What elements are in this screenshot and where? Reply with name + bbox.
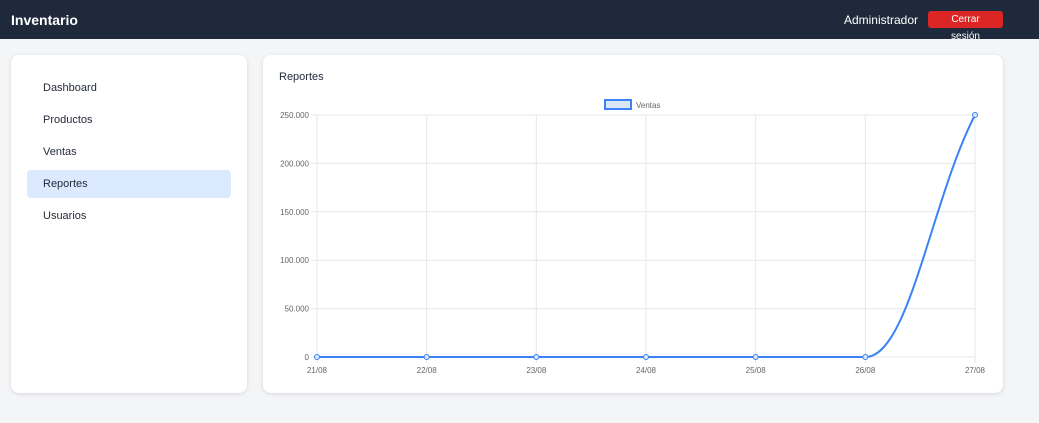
x-tick-label: 27/08: [965, 366, 986, 375]
x-tick-label: 25/08: [746, 366, 767, 375]
y-tick-label: 150.000: [280, 208, 309, 217]
sales-chart: 0 50.000 100.000 150.000 200.000 250.000 21/08…: [280, 99, 986, 375]
series-line-ventas: [317, 114, 976, 358]
x-tick-label: 22/08: [417, 366, 438, 375]
logout-button[interactable]: Cerrar sesión: [928, 11, 1003, 42]
data-point[interactable]: [862, 354, 869, 360]
sidebar-item-productos[interactable]: Productos: [43, 114, 93, 126]
sidebar-item-usuarios[interactable]: Usuarios: [43, 210, 87, 222]
y-tick-label: 0: [305, 353, 310, 362]
data-point[interactable]: [423, 354, 430, 360]
data-point[interactable]: [314, 354, 320, 360]
sidebar-item-ventas[interactable]: Ventas: [43, 146, 77, 158]
x-tick-label: 23/08: [526, 366, 547, 375]
y-tick-label: 250.000: [280, 111, 309, 120]
data-point[interactable]: [972, 112, 978, 118]
y-tick-label: 50.000: [285, 305, 310, 314]
user-name: Administrador: [843, 12, 918, 27]
top-bar: Inventario Administrador Cerrar sesión: [0, 0, 1039, 42]
x-tick-label: 26/08: [855, 366, 876, 375]
data-point[interactable]: [643, 354, 649, 360]
data-point[interactable]: [533, 354, 540, 360]
legend-swatch: [604, 99, 632, 110]
data-point[interactable]: [752, 354, 759, 360]
sidebar-item-reportes[interactable]: Reportes: [27, 170, 231, 198]
x-tick-label: 21/08: [307, 366, 328, 375]
app-title: Inventario: [11, 11, 78, 28]
x-tick-label: 24/08: [636, 366, 657, 375]
sidebar-item-dashboard[interactable]: Dashboard: [43, 82, 97, 94]
page-title: Reportes: [279, 71, 324, 83]
y-tick-label: 200.000: [280, 159, 309, 168]
reports-card: Reportes 0 50.000 100.000 150.000 200.000 250…: [263, 55, 1003, 393]
y-tick-label: 100.000: [280, 256, 309, 265]
sidebar: Dashboard Productos Ventas Reportes Usua…: [11, 55, 247, 393]
legend-label: Ventas: [636, 101, 660, 110]
user-area: Administrador Cerrar sesión: [843, 11, 1003, 42]
